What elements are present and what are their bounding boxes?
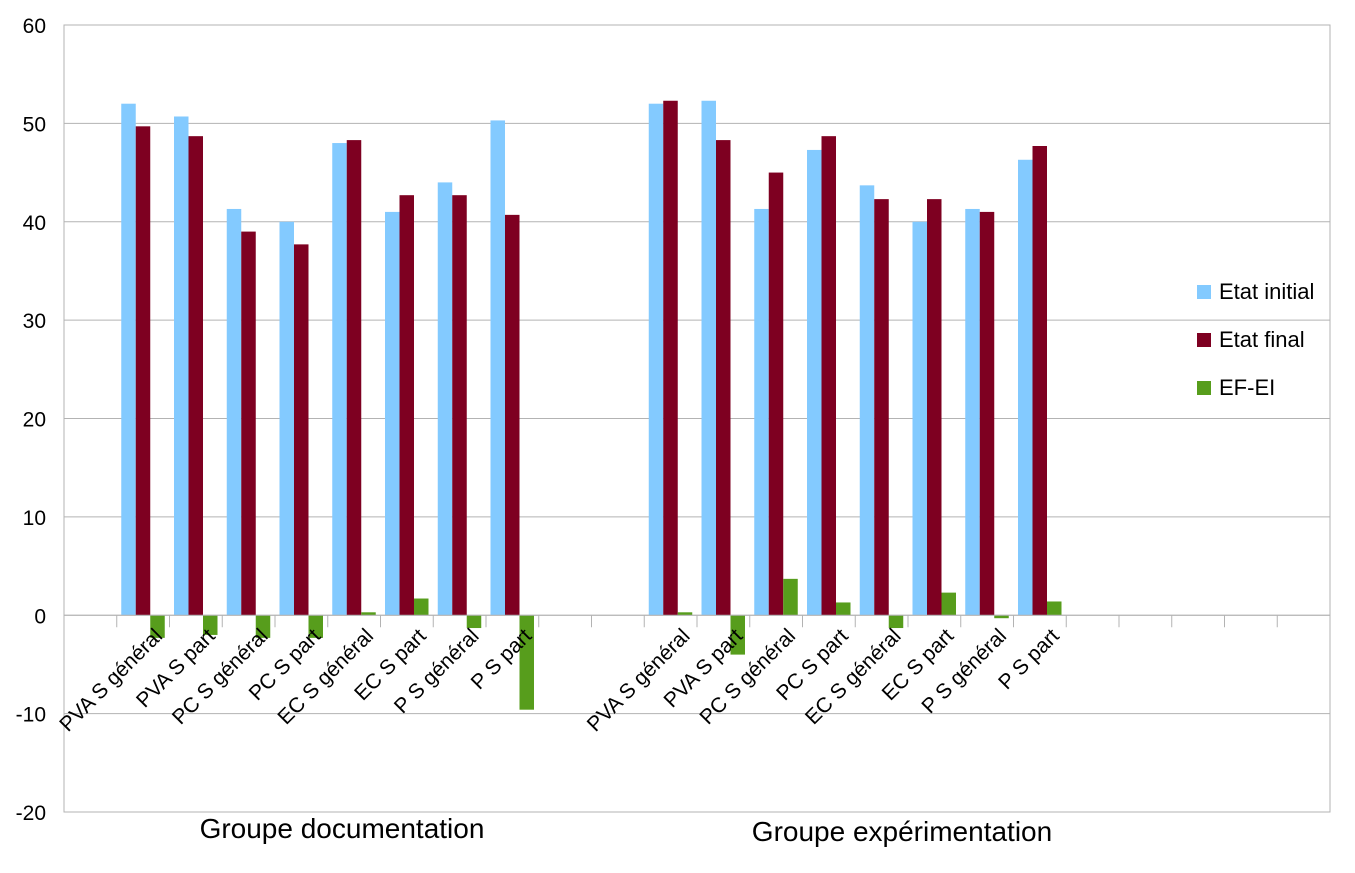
bar-series-0 xyxy=(437,182,453,616)
axes xyxy=(63,24,1331,813)
bar-series-0 xyxy=(859,185,875,616)
group-label: Groupe expérimentation xyxy=(752,816,1052,847)
legend-swatch xyxy=(1197,285,1211,299)
bars xyxy=(121,100,1062,710)
bar-series-1 xyxy=(716,140,731,616)
bar-series-1 xyxy=(979,211,995,616)
group-label: Groupe documentation xyxy=(200,813,485,844)
legend-swatch xyxy=(1197,381,1211,395)
bar-series-2 xyxy=(361,612,376,616)
bar-series-1 xyxy=(874,199,889,616)
y-tick-label: -10 xyxy=(16,704,46,727)
bar-series-2 xyxy=(466,615,482,629)
bar-series-2 xyxy=(150,615,165,638)
y-tick-label: 0 xyxy=(34,605,46,628)
y-tick-label: 50 xyxy=(23,113,46,136)
bar-series-2 xyxy=(414,598,429,616)
bar-series-1 xyxy=(399,195,414,616)
bar-series-0 xyxy=(226,208,242,616)
legend-label: Etat initial xyxy=(1219,279,1314,304)
bar-series-0 xyxy=(648,103,664,616)
y-tick-label: 10 xyxy=(23,507,46,530)
bar-series-0 xyxy=(332,143,347,616)
y-tick-label: 40 xyxy=(23,212,46,235)
legend: Etat initial Etat final EF-EI xyxy=(1197,279,1314,400)
bar-series-1 xyxy=(188,136,203,616)
plot-frame xyxy=(63,24,1331,813)
bar-series-0 xyxy=(701,100,716,616)
bar-series-1 xyxy=(241,231,256,616)
bar-series-2 xyxy=(730,615,745,655)
bar-series-0 xyxy=(912,221,927,616)
bar-series-2 xyxy=(255,615,271,638)
bar-series-0 xyxy=(965,208,980,616)
bar-series-1 xyxy=(294,244,309,616)
bar-series-1 xyxy=(768,172,784,616)
bar-series-1 xyxy=(663,100,678,616)
legend-label: EF-EI xyxy=(1219,375,1275,400)
y-tick-label: 30 xyxy=(23,310,46,333)
bar-series-2 xyxy=(836,602,851,616)
bar-series-0 xyxy=(121,103,136,616)
group-labels: Groupe documentation Groupe expérimentati… xyxy=(200,813,1053,847)
legend-swatch xyxy=(1197,333,1211,347)
bar-series-2 xyxy=(1047,601,1062,616)
y-tick-label: -20 xyxy=(16,802,46,825)
bar-series-1 xyxy=(346,140,362,616)
bar-series-0 xyxy=(807,149,822,616)
bar-series-0 xyxy=(754,208,769,616)
bar-series-1 xyxy=(821,136,836,616)
bar-series-0 xyxy=(1018,159,1033,616)
bar-series-0 xyxy=(279,221,294,616)
bar-series-1 xyxy=(505,214,520,616)
bar-series-1 xyxy=(1032,146,1047,616)
bar-series-0 xyxy=(174,116,189,616)
bar-series-1 xyxy=(927,199,942,616)
bar-series-2 xyxy=(783,578,798,616)
y-tick-label: 60 xyxy=(23,15,46,38)
bar-series-1 xyxy=(135,126,151,616)
bar-series-2 xyxy=(203,615,218,635)
bar-series-2 xyxy=(677,612,693,616)
y-tick-label: 20 xyxy=(23,409,46,432)
bar-series-2 xyxy=(308,615,323,638)
legend-label: Etat final xyxy=(1219,327,1305,352)
y-tick-labels: -20 -10 0 10 20 30 40 50 60 xyxy=(16,15,46,825)
bar-series-2 xyxy=(519,615,534,710)
bar-series-1 xyxy=(452,195,467,616)
bar-series-2 xyxy=(994,615,1009,619)
bar-series-2 xyxy=(888,615,904,629)
bar-series-2 xyxy=(941,592,956,616)
bar-series-0 xyxy=(490,120,505,616)
bar-series-0 xyxy=(385,211,400,616)
